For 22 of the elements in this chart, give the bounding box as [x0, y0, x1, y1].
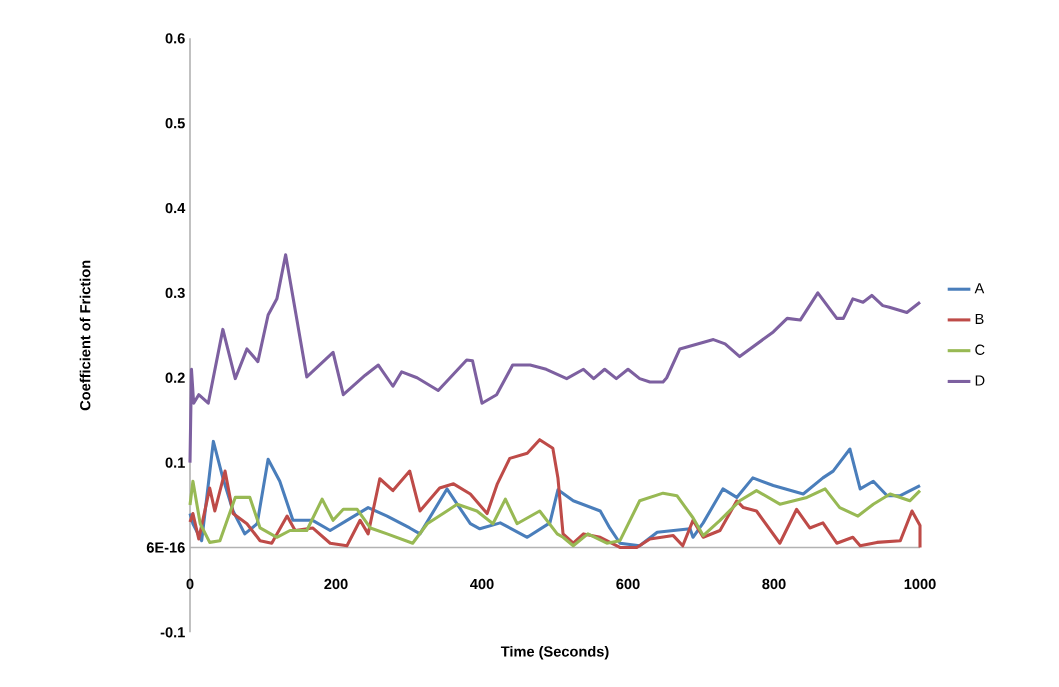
x-tick-label: 600 — [616, 578, 640, 590]
y-tick-label: 0.4 — [165, 202, 186, 214]
y-tick-label: 0.6 — [165, 33, 185, 44]
y-tick-label: 0.5 — [165, 118, 185, 129]
y-tick-label: 0.1 — [165, 457, 185, 468]
legend-label: B — [975, 313, 984, 324]
y-tick-label: 6E-16 — [146, 542, 185, 553]
y-tick-label: 0.2 — [165, 372, 185, 383]
x-tick-label: 1000 — [904, 578, 936, 590]
legend-label: D — [975, 375, 985, 386]
legend-label: C — [975, 344, 985, 355]
line-series — [188, 479, 922, 548]
legend-label: A — [974, 283, 985, 294]
x-tick-label: 800 — [762, 578, 786, 590]
x-axis-title: Time (Seconds) — [500, 645, 609, 660]
x-tick-label: 200 — [324, 578, 348, 590]
x-tick-label: 0 — [186, 578, 194, 590]
line-series — [188, 253, 922, 465]
x-tick-label: 400 — [470, 578, 494, 590]
y-tick-label: 0.3 — [165, 287, 185, 299]
y-tick-label: -0.1 — [160, 627, 185, 638]
y-axis-title: Coefficient of Friction — [79, 260, 91, 411]
